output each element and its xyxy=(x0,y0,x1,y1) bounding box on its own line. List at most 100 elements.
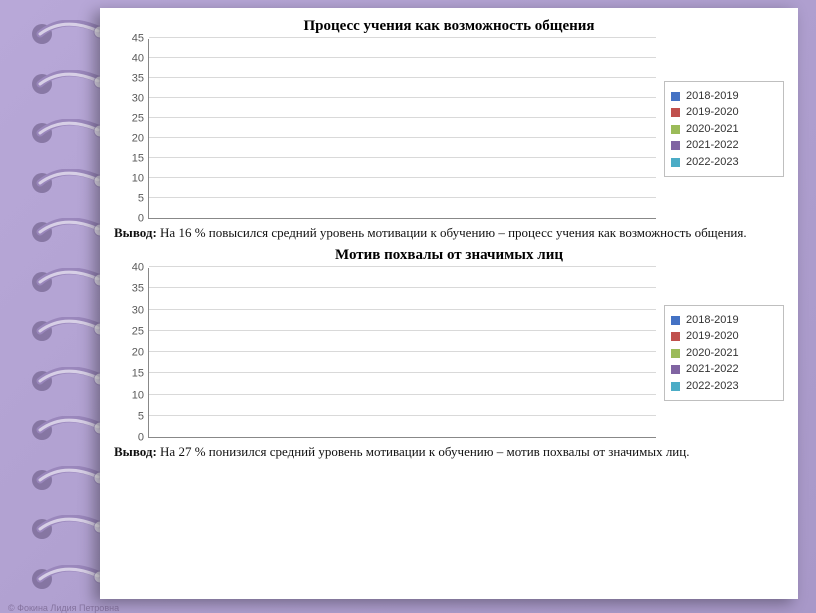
legend-item: 2018-2019 xyxy=(671,312,777,329)
chart-block-2: Мотив похвалы от значимых лиц 0 5 10 15 20 25… xyxy=(114,247,784,460)
y-tick-label: 40 xyxy=(132,54,144,65)
legend-label: 2019-2020 xyxy=(686,328,739,345)
chart1-title: Процесс учения как возможность общения xyxy=(114,18,784,35)
legend-label: 2022-2023 xyxy=(686,378,739,395)
legend-swatch xyxy=(671,349,680,358)
legend-swatch xyxy=(671,332,680,341)
binder-ring xyxy=(24,119,110,147)
chart2-plot xyxy=(148,268,656,438)
grid-line xyxy=(149,137,656,138)
chart2-conclusion-label: Вывод: xyxy=(114,444,157,459)
chart2-conclusion: Вывод: На 27 % понизился средний уровень… xyxy=(114,444,784,460)
chart1-y-axis: 051015202530354045 xyxy=(114,39,148,219)
binder-ring xyxy=(24,565,110,593)
grid-line xyxy=(149,57,656,58)
grid-line xyxy=(149,266,656,267)
grid-line xyxy=(149,97,656,98)
spiral-binder xyxy=(24,20,110,593)
y-tick-label: 25 xyxy=(132,326,144,337)
chart1-plot xyxy=(148,39,656,219)
legend-label: 2018-2019 xyxy=(686,312,739,329)
grid-line xyxy=(149,37,656,38)
legend-label: 2021-2022 xyxy=(686,137,739,154)
binder-ring xyxy=(24,70,110,98)
chart1-bars xyxy=(149,39,656,218)
grid-line xyxy=(149,372,656,373)
legend-swatch xyxy=(671,382,680,391)
grid-line xyxy=(149,117,656,118)
y-tick-label: 30 xyxy=(132,94,144,105)
legend-label: 2020-2021 xyxy=(686,121,739,138)
legend-label: 2019-2020 xyxy=(686,104,739,121)
legend-item: 2020-2021 xyxy=(671,121,777,138)
y-tick-label: 35 xyxy=(132,74,144,85)
chart1-wrap: 051015202530354045 2018-20192019-2020202… xyxy=(114,39,784,219)
legend-swatch xyxy=(671,316,680,325)
chart1-legend: 2018-20192019-20202020-20212021-20222022… xyxy=(664,81,784,178)
legend-item: 2021-2022 xyxy=(671,361,777,378)
y-tick-label: 10 xyxy=(132,174,144,185)
chart1-conclusion: Вывод: На 16 % повысился средний уровень… xyxy=(114,225,784,241)
legend-swatch xyxy=(671,108,680,117)
legend-item: 2021-2022 xyxy=(671,137,777,154)
chart-block-1: Процесс учения как возможность общения 0… xyxy=(114,18,784,241)
y-tick-label: 40 xyxy=(132,263,144,274)
legend-label: 2018-2019 xyxy=(686,88,739,105)
chart2-bars xyxy=(149,268,656,437)
y-tick-label: 0 xyxy=(138,433,144,444)
grid-line xyxy=(149,197,656,198)
y-tick-label: 10 xyxy=(132,390,144,401)
grid-line xyxy=(149,330,656,331)
y-tick-label: 15 xyxy=(132,154,144,165)
y-tick-label: 15 xyxy=(132,369,144,380)
legend-label: 2020-2021 xyxy=(686,345,739,362)
footer-credit: © Фокина Лидия Петровна xyxy=(8,603,119,613)
binder-ring xyxy=(24,367,110,395)
legend-item: 2022-2023 xyxy=(671,154,777,171)
legend-item: 2019-2020 xyxy=(671,328,777,345)
y-tick-label: 20 xyxy=(132,134,144,145)
y-tick-label: 30 xyxy=(132,305,144,316)
binder-ring xyxy=(24,218,110,246)
binder-ring xyxy=(24,515,110,543)
legend-item: 2018-2019 xyxy=(671,88,777,105)
legend-swatch xyxy=(671,125,680,134)
y-tick-label: 0 xyxy=(138,214,144,225)
chart2-title: Мотив похвалы от значимых лиц xyxy=(114,247,784,264)
grid-line xyxy=(149,77,656,78)
binder-ring xyxy=(24,317,110,345)
y-tick-label: 5 xyxy=(138,411,144,422)
chart1-conclusion-text: На 16 % повысился средний уровень мотива… xyxy=(157,225,747,240)
grid-line xyxy=(149,351,656,352)
legend-label: 2021-2022 xyxy=(686,361,739,378)
grid-line xyxy=(149,177,656,178)
legend-item: 2022-2023 xyxy=(671,378,777,395)
y-tick-label: 35 xyxy=(132,284,144,295)
binder-ring xyxy=(24,169,110,197)
y-tick-label: 5 xyxy=(138,194,144,205)
y-tick-label: 45 xyxy=(132,34,144,45)
legend-item: 2020-2021 xyxy=(671,345,777,362)
legend-swatch xyxy=(671,92,680,101)
binder-ring xyxy=(24,20,110,48)
binder-ring xyxy=(24,416,110,444)
grid-line xyxy=(149,287,656,288)
y-tick-label: 20 xyxy=(132,348,144,359)
chart1-conclusion-label: Вывод: xyxy=(114,225,157,240)
grid-line xyxy=(149,309,656,310)
legend-swatch xyxy=(671,365,680,374)
legend-label: 2022-2023 xyxy=(686,154,739,171)
grid-line xyxy=(149,415,656,416)
grid-line xyxy=(149,157,656,158)
chart2-conclusion-text: На 27 % понизился средний уровень мотива… xyxy=(157,444,690,459)
grid-line xyxy=(149,394,656,395)
legend-swatch xyxy=(671,141,680,150)
legend-swatch xyxy=(671,158,680,167)
chart2-wrap: 0510152025303540 2018-20192019-20202020-… xyxy=(114,268,784,438)
binder-ring xyxy=(24,268,110,296)
legend-item: 2019-2020 xyxy=(671,104,777,121)
chart2-legend: 2018-20192019-20202020-20212021-20222022… xyxy=(664,305,784,402)
y-tick-label: 25 xyxy=(132,114,144,125)
chart2-y-axis: 0510152025303540 xyxy=(114,268,148,438)
page: Процесс учения как возможность общения 0… xyxy=(100,8,798,599)
